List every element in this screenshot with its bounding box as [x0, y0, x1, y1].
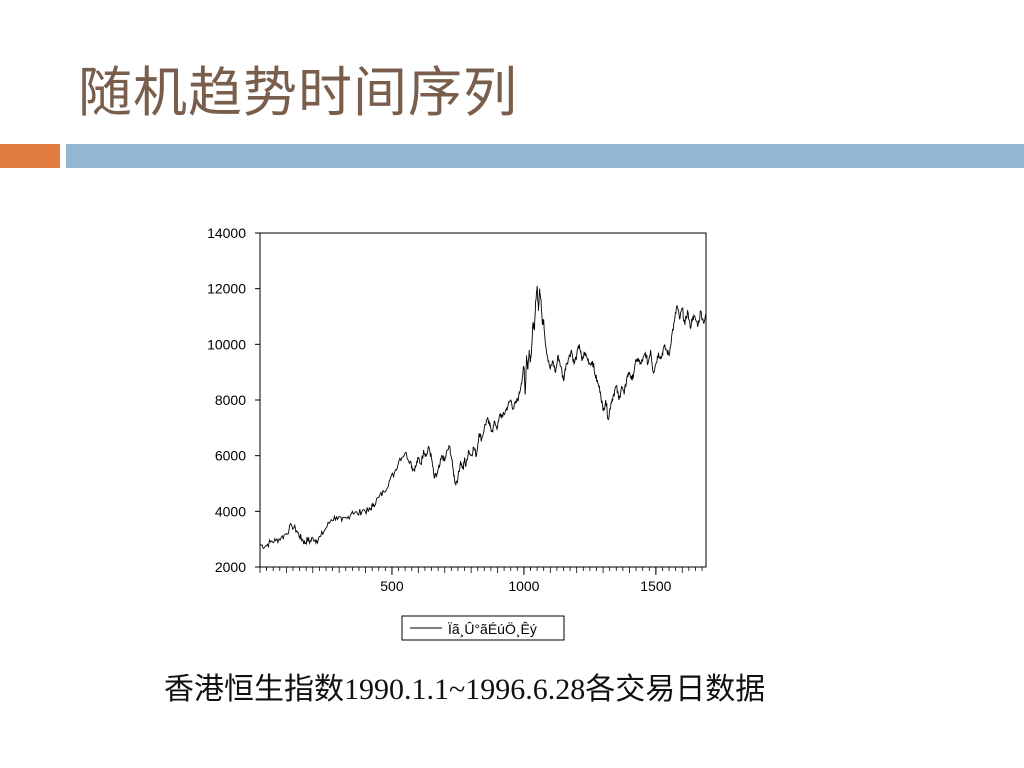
y-tick-label: 8000	[215, 392, 246, 408]
y-tick-label: 14000	[207, 225, 246, 241]
x-tick-label: 500	[380, 578, 404, 594]
y-tick-label: 6000	[215, 448, 246, 464]
chart-caption: 香港恒生指数1990.1.1~1996.6.28各交易日数据	[164, 673, 766, 706]
accent-bar-blue	[66, 144, 1024, 168]
y-tick-label: 2000	[215, 559, 246, 575]
y-tick-label: 4000	[215, 503, 246, 519]
slide-title: 随机趋势时间序列	[78, 61, 518, 124]
y-tick-label: 10000	[207, 336, 246, 352]
y-tick-label: 12000	[207, 281, 246, 297]
accent-bar-orange	[0, 144, 60, 168]
series-line	[259, 285, 707, 550]
legend-label: Ïã¸Û°ãÉúÖ¸Êý	[448, 620, 537, 637]
x-tick-label: 1500	[640, 578, 671, 594]
x-tick-label: 1000	[508, 578, 539, 594]
plot-frame	[259, 232, 707, 568]
